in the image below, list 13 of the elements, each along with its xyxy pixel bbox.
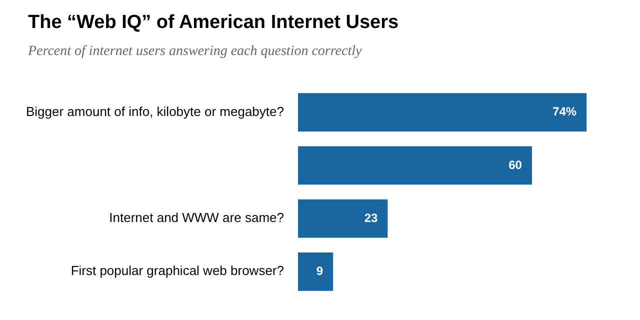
data-label: 74% <box>552 104 577 119</box>
bar <box>298 252 334 291</box>
chart-subtitle: Percent of internet users answering each question correctly <box>28 44 362 60</box>
bar <box>298 93 587 132</box>
bar <box>298 199 388 238</box>
y-tick-label: First popular graphical web browser? <box>70 263 284 278</box>
chart-title: The “Web IQ” of American Internet Users <box>28 12 399 34</box>
data-label: 9 <box>316 264 324 278</box>
data-label: 23 <box>364 210 378 225</box>
y-tick-label: Internet and WWW are same? <box>109 210 284 226</box>
y-tick-label: Bigger amount of info, kilobyte or megabyte? <box>26 104 284 119</box>
bar <box>298 146 532 185</box>
data-label: 60 <box>508 158 522 172</box>
